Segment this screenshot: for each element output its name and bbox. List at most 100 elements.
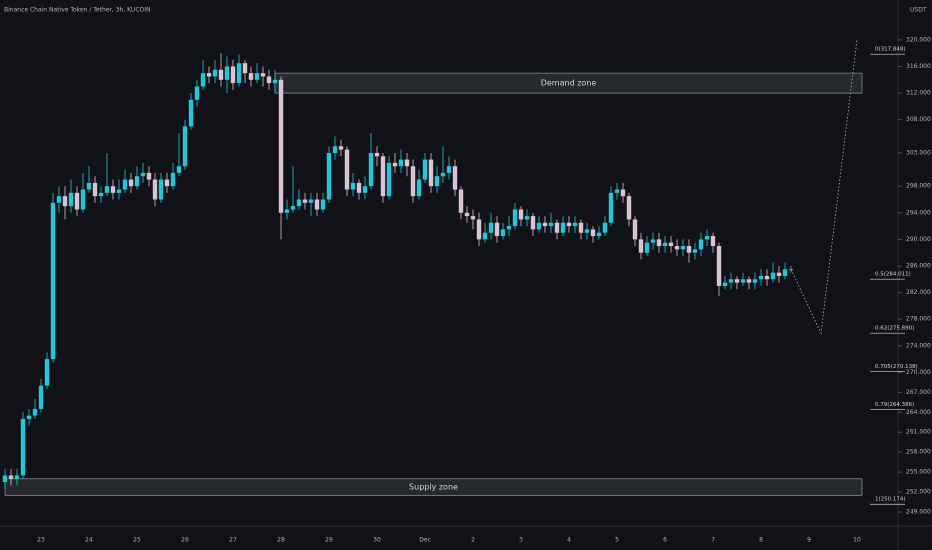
x-tick-label: 2 xyxy=(471,537,475,544)
candle-body xyxy=(368,152,374,187)
candle-body xyxy=(716,246,722,286)
candle-body xyxy=(428,159,434,187)
fib-label: 0.705(270.138) xyxy=(875,364,918,370)
candle-body xyxy=(602,222,608,233)
x-tick-label: 8 xyxy=(759,537,763,544)
y-axis-label: USDT xyxy=(910,7,927,14)
candle-body xyxy=(590,229,596,237)
candle-body xyxy=(494,222,500,237)
candle-body xyxy=(212,69,218,77)
candle-body xyxy=(266,76,272,84)
candle-body xyxy=(86,182,92,190)
candle-body xyxy=(734,279,740,283)
candle-body xyxy=(164,179,170,187)
candle-body xyxy=(80,189,86,210)
candle-body xyxy=(194,86,200,100)
y-tick-label: 264.000 xyxy=(906,409,931,416)
candle-body xyxy=(338,146,344,150)
candle-body xyxy=(554,222,560,233)
candle-body xyxy=(326,152,332,200)
candle-body xyxy=(548,222,554,227)
candle-body xyxy=(674,246,680,250)
candle-body xyxy=(116,189,122,193)
y-tick-label: 274.000 xyxy=(906,342,931,349)
candle-body xyxy=(686,246,692,253)
x-tick-label: 3 xyxy=(519,537,523,544)
candle-body xyxy=(578,222,584,233)
candle-body xyxy=(344,149,350,190)
candle-body xyxy=(530,216,536,230)
candle-body xyxy=(638,239,644,253)
candle-body xyxy=(650,239,656,243)
x-tick-label: 6 xyxy=(663,537,667,544)
y-tick-label: 286.000 xyxy=(906,262,931,269)
candle-body xyxy=(74,192,80,210)
y-tick-label: 267.000 xyxy=(906,389,931,396)
y-tick-label: 249.000 xyxy=(906,509,931,516)
candle-body xyxy=(380,156,386,197)
chart-title: Binance Chain Native Token / Tether, 3h,… xyxy=(4,7,150,14)
projection-line xyxy=(790,39,858,335)
candle-body xyxy=(248,73,254,80)
candle-body xyxy=(20,418,26,476)
candle-body xyxy=(296,199,302,207)
candle-body xyxy=(506,226,512,230)
candle-body xyxy=(740,279,746,283)
candle-body xyxy=(308,199,314,203)
candle-body xyxy=(110,186,116,193)
x-tick-label: 4 xyxy=(567,537,571,544)
candle-body xyxy=(200,73,206,87)
candle-body xyxy=(518,209,524,220)
candle-body xyxy=(512,209,518,227)
x-tick-label: 10 xyxy=(853,537,861,544)
fib-label: 0.5(284.011) xyxy=(875,272,911,278)
candle-body xyxy=(230,66,236,84)
candle-body xyxy=(374,152,380,157)
candle-body xyxy=(482,232,488,240)
candle-body xyxy=(242,63,248,74)
candle-body xyxy=(728,279,734,283)
candle-body xyxy=(458,189,464,213)
candle-body xyxy=(434,176,440,187)
y-tick-label: 294.000 xyxy=(906,209,931,216)
candle-body xyxy=(668,242,674,247)
fib-label: 0.62(275.890) xyxy=(875,326,914,332)
candle-body xyxy=(584,229,590,233)
y-tick-label: 252.000 xyxy=(906,489,931,496)
candle-body xyxy=(452,166,458,190)
candle-body xyxy=(44,359,50,386)
candle-body xyxy=(272,79,278,84)
x-tick-label: 24 xyxy=(85,537,93,544)
candle-body xyxy=(596,232,602,237)
candle-body xyxy=(572,222,578,227)
x-tick-label: 9 xyxy=(807,537,811,544)
candle-body xyxy=(68,192,74,207)
candle-body xyxy=(38,385,44,409)
x-tick-label: Dec xyxy=(419,537,431,544)
candle-body xyxy=(608,192,614,223)
candle-body xyxy=(362,186,368,193)
candle-body xyxy=(446,166,452,173)
candle-body xyxy=(692,249,698,253)
candle-body xyxy=(464,212,470,217)
candle-body xyxy=(236,63,242,84)
candle-body xyxy=(188,99,194,127)
candle-body xyxy=(26,415,32,419)
y-tick-label: 308.000 xyxy=(906,116,931,123)
x-tick-label: 26 xyxy=(181,537,189,544)
candle-body xyxy=(698,239,704,250)
candle-body xyxy=(758,275,764,280)
candle-body xyxy=(320,199,326,210)
candle-body xyxy=(524,216,530,220)
candle-body xyxy=(2,475,8,483)
x-tick-label: 25 xyxy=(133,537,141,544)
candle-body xyxy=(410,166,416,197)
candle-body xyxy=(404,159,410,167)
candle-body xyxy=(536,222,542,230)
candle-body xyxy=(752,279,758,283)
candle-body xyxy=(152,179,158,200)
candle-body xyxy=(662,242,668,247)
candle-body xyxy=(398,159,404,167)
candle-body xyxy=(770,272,776,280)
candle-body xyxy=(566,222,572,227)
